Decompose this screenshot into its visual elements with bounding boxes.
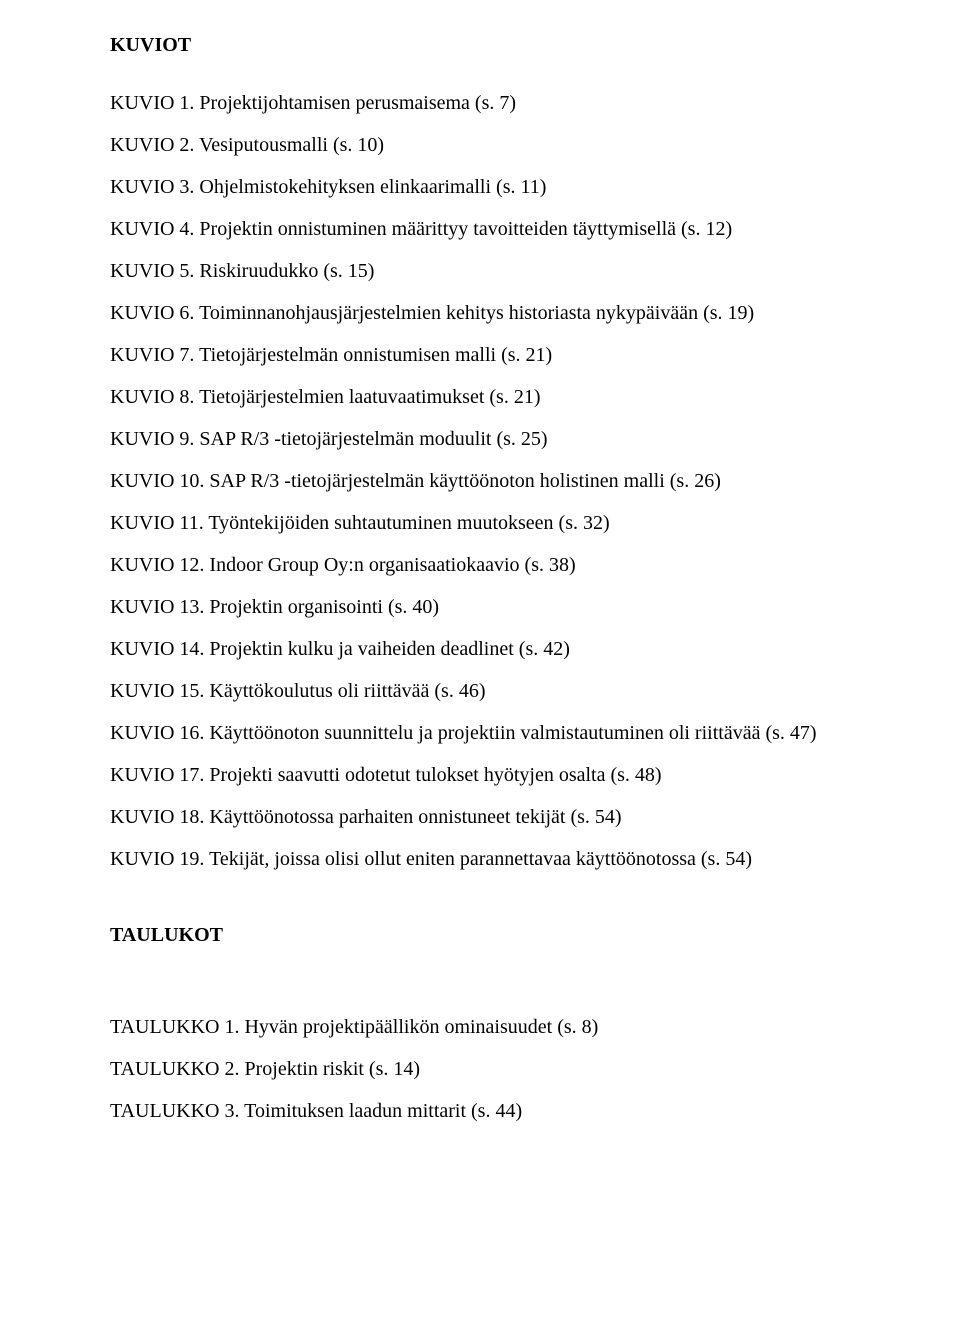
section-spacer xyxy=(110,978,865,1012)
kuviot-heading: KUVIOT xyxy=(110,30,865,60)
list-item: KUVIO 12. Indoor Group Oy:n organisaatio… xyxy=(110,550,865,580)
list-item: KUVIO 13. Projektin organisointi (s. 40) xyxy=(110,592,865,622)
list-item: KUVIO 19. Tekijät, joissa olisi ollut en… xyxy=(110,844,865,874)
list-item: TAULUKKO 3. Toimituksen laadun mittarit … xyxy=(110,1096,865,1126)
list-item: KUVIO 17. Projekti saavutti odotetut tul… xyxy=(110,760,865,790)
list-item: KUVIO 16. Käyttöönoton suunnittelu ja pr… xyxy=(110,718,865,748)
list-item: KUVIO 5. Riskiruudukko (s. 15) xyxy=(110,256,865,286)
section-spacer xyxy=(110,886,865,920)
list-item: TAULUKKO 2. Projektin riskit (s. 14) xyxy=(110,1054,865,1084)
list-item: KUVIO 2. Vesiputousmalli (s. 10) xyxy=(110,130,865,160)
list-item: KUVIO 8. Tietojärjestelmien laatuvaatimu… xyxy=(110,382,865,412)
list-item: KUVIO 18. Käyttöönotossa parhaiten onnis… xyxy=(110,802,865,832)
list-item: TAULUKKO 1. Hyvän projektipäällikön omin… xyxy=(110,1012,865,1042)
list-item: KUVIO 14. Projektin kulku ja vaiheiden d… xyxy=(110,634,865,664)
list-item: KUVIO 15. Käyttökoulutus oli riittävää (… xyxy=(110,676,865,706)
list-item: KUVIO 10. SAP R/3 -tietojärjestelmän käy… xyxy=(110,466,865,496)
list-item: KUVIO 3. Ohjelmistokehityksen elinkaarim… xyxy=(110,172,865,202)
taulukot-heading: TAULUKOT xyxy=(110,920,865,950)
list-item: KUVIO 9. SAP R/3 -tietojärjestelmän modu… xyxy=(110,424,865,454)
list-item: KUVIO 7. Tietojärjestelmän onnistumisen … xyxy=(110,340,865,370)
list-item: KUVIO 11. Työntekijöiden suhtautuminen m… xyxy=(110,508,865,538)
list-item: KUVIO 6. Toiminnanohjausjärjestelmien ke… xyxy=(110,298,865,328)
list-item: KUVIO 1. Projektijohtamisen perusmaisema… xyxy=(110,88,865,118)
list-item: KUVIO 4. Projektin onnistuminen määritty… xyxy=(110,214,865,244)
